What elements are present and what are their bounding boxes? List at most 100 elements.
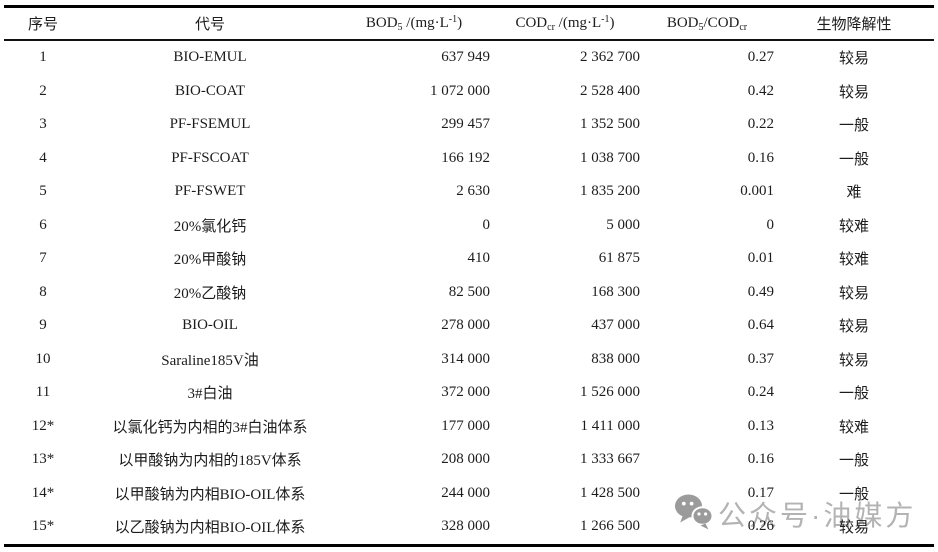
table-header-row: 序号 代号 BOD5 /(mg·L-1) CODcr /(mg·L-1) BOD5/CO…	[4, 6, 934, 41]
cell-ratio: 0.22	[747, 116, 774, 133]
cell-bod: 637 949	[441, 49, 490, 66]
table-row: 8 20%乙酸钠 82 500 168 300 0.49 较易	[4, 276, 934, 310]
cell-ratio: 0.17	[747, 484, 774, 501]
cell-code: Saraline185V油	[161, 352, 259, 369]
cell-code: 20%氯化钙	[173, 218, 247, 235]
column-header-bio: 生物降解性	[774, 6, 934, 41]
cell-bod: 82 500	[448, 283, 490, 300]
table-row: 1 BIO-EMUL 637 949 2 362 700 0.27 较易	[4, 40, 934, 75]
cell-code: BIO-EMUL	[173, 49, 247, 66]
table-row: 3 PF-FSEMUL 299 457 1 352 500 0.22 一般	[4, 108, 934, 142]
table-row: 13* 以甲酸钠为内相的185V体系 208 000 1 333 667 0.16 一般	[4, 443, 934, 477]
cell-num: 5	[39, 183, 47, 200]
cell-cod: 1 428 500	[580, 484, 640, 501]
cell-code: 20%乙酸钠	[173, 285, 247, 302]
cell-code: 以甲酸钠为内相的185V体系	[118, 453, 302, 470]
cell-num: 9	[39, 317, 47, 334]
cell-bio: 一般	[838, 386, 869, 403]
cell-cod: 1 835 200	[580, 183, 640, 200]
cell-bio: 较难	[838, 419, 869, 436]
biodegradability-table: 序号 代号 BOD5 /(mg·L-1) CODcr /(mg·L-1) BOD5/CO…	[4, 5, 934, 547]
column-header-code: 代号	[82, 6, 338, 41]
table-row: 14* 以甲酸钠为内相BIO-OIL体系 244 000 1 428 500 0.17 一…	[4, 477, 934, 511]
cell-bod: 208 000	[441, 451, 490, 468]
cell-ratio: 0.26	[747, 518, 774, 535]
cell-ratio: 0.37	[747, 350, 774, 367]
cell-ratio: 0.13	[747, 417, 774, 434]
cell-bio: 较难	[838, 218, 869, 235]
cell-bod: 166 192	[441, 149, 490, 166]
cell-bod: 410	[467, 250, 491, 267]
table-row: 2 BIO-COAT 1 072 000 2 528 400 0.42 较易	[4, 75, 934, 109]
cell-num: 8	[39, 283, 47, 300]
column-header-cod: CODcr /(mg·L-1)	[490, 6, 640, 41]
cell-ratio: 0.16	[747, 149, 774, 166]
cell-bod: 299 457	[441, 116, 490, 133]
cell-cod: 437 000	[591, 317, 640, 334]
cell-ratio: 0.01	[747, 250, 774, 267]
cell-bio: 较易	[838, 285, 869, 302]
cell-code: PF-FSEMUL	[169, 116, 251, 133]
cell-code: BIO-COAT	[175, 82, 245, 99]
table-row: 10 Saraline185V油 314 000 838 000 0.37 较易	[4, 343, 934, 377]
cell-num: 14*	[31, 484, 55, 501]
cell-num: 3	[39, 116, 47, 133]
cell-num: 2	[39, 82, 47, 99]
cell-bio: 难	[846, 185, 862, 202]
cell-ratio: 0.24	[747, 384, 774, 401]
cell-code: 以乙酸钠为内相BIO-OIL体系	[114, 520, 306, 537]
table-row: 4 PF-FSCOAT 166 192 1 038 700 0.16 一般	[4, 142, 934, 176]
table-row: 9 BIO-OIL 278 000 437 000 0.64 较易	[4, 309, 934, 343]
cell-ratio: 0.27	[747, 49, 774, 66]
table-row: 7 20%甲酸钠 410 61 875 0.01 较难	[4, 242, 934, 276]
cell-num: 11	[35, 384, 51, 401]
cell-bio: 一般	[838, 486, 869, 503]
cell-ratio: 0.16	[747, 451, 774, 468]
cell-bod: 372 000	[441, 384, 490, 401]
cell-cod: 1 411 000	[580, 417, 640, 434]
cell-bio: 较难	[838, 252, 869, 269]
cell-ratio: 0.001	[740, 183, 774, 200]
cell-bio: 较易	[838, 84, 869, 101]
table-row: 5 PF-FSWET 2 630 1 835 200 0.001 难	[4, 175, 934, 209]
cell-bod: 244 000	[441, 484, 490, 501]
cell-ratio: 0.49	[747, 283, 774, 300]
cell-ratio: 0.42	[747, 82, 774, 99]
cell-code: 以甲酸钠为内相BIO-OIL体系	[114, 486, 306, 503]
table-row: 11 3#白油 372 000 1 526 000 0.24 一般	[4, 376, 934, 410]
cell-code: 3#白油	[187, 386, 233, 403]
table-row: 6 20%氯化钙 0 5 000 0 较难	[4, 209, 934, 243]
cell-num: 12*	[31, 417, 55, 434]
cell-bio: 较易	[838, 352, 869, 369]
column-header-ratio: BOD5/CODcr	[640, 6, 774, 41]
cell-code: PF-FSWET	[174, 183, 246, 200]
cell-bod: 1 072 000	[430, 82, 490, 99]
cell-num: 4	[39, 149, 47, 166]
cell-code: BIO-OIL	[182, 317, 238, 334]
cell-bio: 较易	[838, 51, 869, 68]
cell-bio: 一般	[838, 118, 869, 135]
cell-code: 20%甲酸钠	[173, 252, 247, 269]
cell-num: 15*	[31, 518, 55, 535]
cell-num: 1	[39, 49, 47, 66]
cell-bio: 较易	[838, 520, 869, 537]
cell-bod: 314 000	[441, 350, 490, 367]
cell-code: 以氯化钙为内相的3#白油体系	[112, 419, 308, 436]
cell-cod: 5 000	[606, 216, 640, 233]
cell-cod: 1 352 500	[580, 116, 640, 133]
column-header-bod: BOD5 /(mg·L-1)	[338, 6, 490, 41]
cell-cod: 1 038 700	[580, 149, 640, 166]
cell-cod: 838 000	[591, 350, 640, 367]
table-row: 15* 以乙酸钠为内相BIO-OIL体系 328 000 1 266 500 0.26 较…	[4, 510, 934, 545]
cell-bio: 一般	[838, 453, 869, 470]
cell-num: 6	[39, 216, 47, 233]
cell-bod: 177 000	[441, 417, 490, 434]
cell-cod: 2 362 700	[580, 49, 640, 66]
cell-bod: 328 000	[441, 518, 490, 535]
cell-ratio: 0.64	[747, 317, 774, 334]
cell-cod: 2 528 400	[580, 82, 640, 99]
column-header-num: 序号	[4, 6, 82, 41]
cell-bod: 278 000	[441, 317, 490, 334]
cell-cod: 1 526 000	[580, 384, 640, 401]
